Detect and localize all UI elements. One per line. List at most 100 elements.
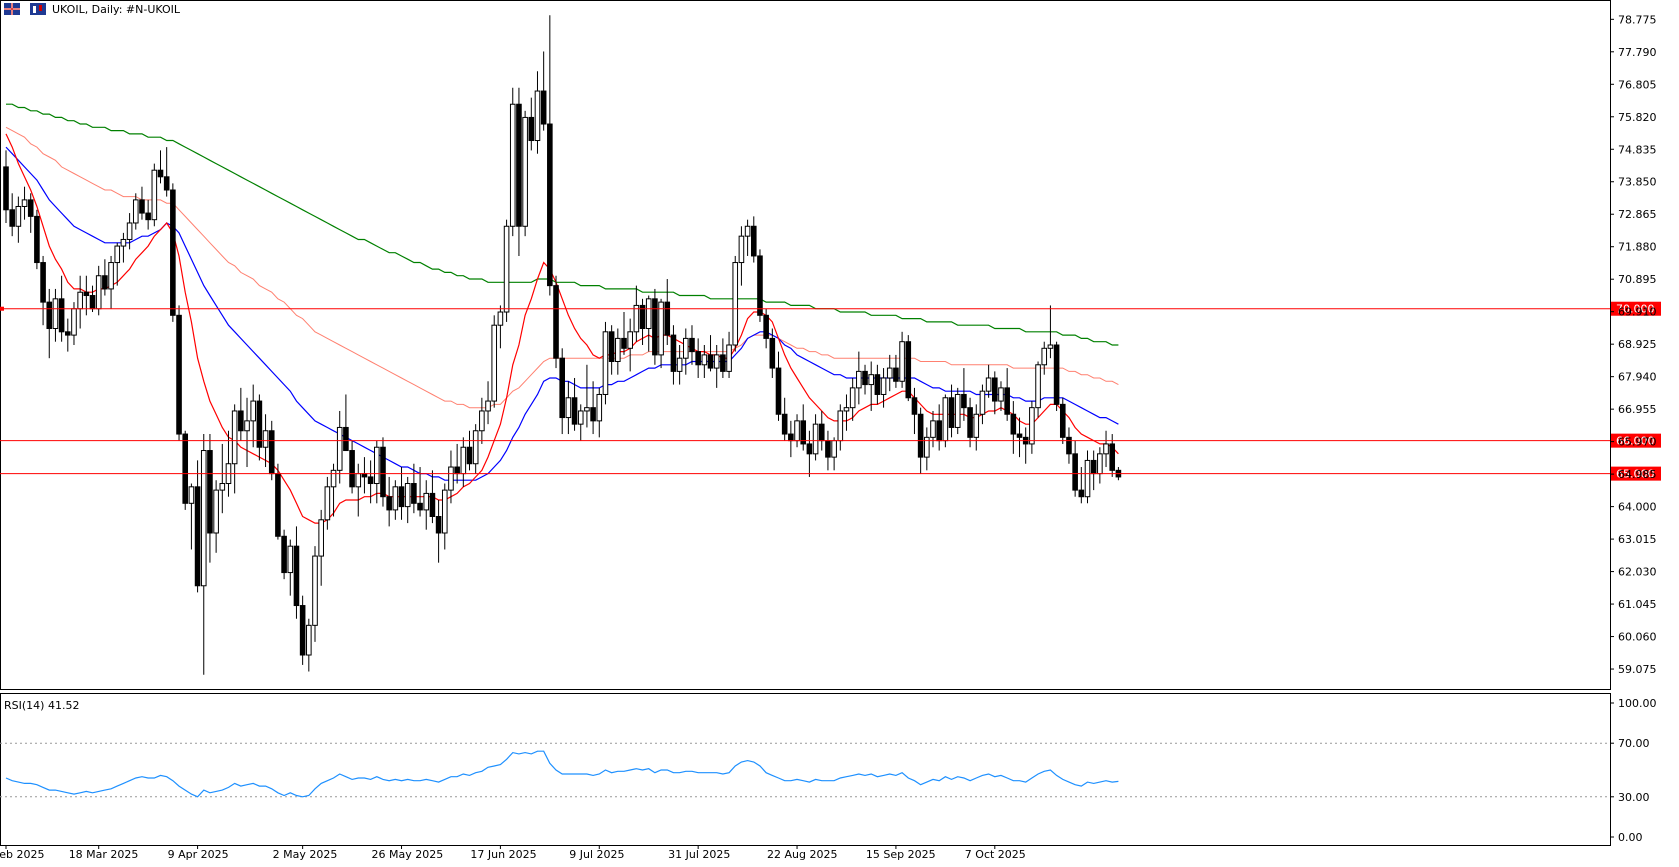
candle-body-up — [485, 400, 491, 412]
chart-type-icon[interactable] — [30, 3, 46, 15]
candle-body-down — [1010, 413, 1017, 435]
x-tick-label: 9 Apr 2025 — [168, 848, 229, 861]
candle-body-down — [417, 502, 423, 511]
candle-body-up — [899, 341, 905, 382]
candle-body-down — [553, 285, 559, 359]
candle-body-down — [936, 420, 942, 442]
candle-body-up — [392, 486, 399, 511]
candle — [268, 420, 275, 481]
candle-body-down — [299, 605, 306, 656]
candle — [194, 460, 201, 593]
price-tick-label: 74.835 — [1618, 143, 1657, 156]
candle — [788, 420, 794, 458]
candle — [503, 219, 510, 322]
price-tick-label: 68.925 — [1618, 338, 1657, 351]
candle-body-down — [163, 176, 170, 191]
candle-body-up — [744, 225, 751, 237]
candle — [670, 325, 677, 385]
candle — [349, 440, 355, 494]
candle-body-up — [52, 298, 59, 330]
candle — [479, 397, 485, 444]
x-tick-label: 7 Oct 2025 — [965, 848, 1026, 861]
candle — [893, 354, 899, 388]
candle-body-down — [689, 337, 695, 353]
candle-body-down — [27, 199, 34, 217]
candle-body-down — [256, 400, 263, 448]
candle — [874, 364, 881, 405]
candle-body-down — [917, 413, 924, 458]
candle — [330, 463, 337, 517]
candle — [639, 298, 646, 345]
candle — [497, 305, 504, 349]
candle-body-down — [281, 535, 287, 574]
candle-body-down — [3, 166, 9, 211]
candle-body-down — [992, 377, 998, 402]
candle-body-up — [633, 304, 640, 333]
candle-body-down — [788, 433, 794, 442]
candle — [726, 331, 732, 378]
rsi-line — [5, 750, 1119, 798]
candle-body-down — [9, 209, 15, 227]
candle — [132, 193, 139, 230]
candle-body-up — [577, 410, 584, 425]
candle-body-up — [924, 436, 930, 458]
candle — [954, 387, 961, 435]
candle — [213, 480, 219, 553]
level-tag-label: 65.000 — [1616, 468, 1655, 481]
candle-body-down — [1072, 453, 1078, 491]
main-panel[interactable] — [0, 0, 1611, 690]
candle-body-up — [330, 469, 337, 488]
candle-body-up — [831, 440, 837, 458]
price-tick-label: 61.045 — [1618, 598, 1657, 611]
candle-body-down — [89, 295, 96, 310]
candle — [324, 476, 331, 530]
candle-body-up — [95, 275, 102, 310]
candle — [108, 255, 114, 309]
candle — [40, 255, 46, 326]
candle-body-up — [491, 324, 498, 402]
candle-body-down — [238, 410, 244, 432]
candle — [584, 364, 590, 428]
candle — [219, 443, 226, 514]
candle-body-up — [200, 450, 207, 587]
candle-body-up — [423, 492, 430, 511]
candle-body-up — [324, 486, 331, 521]
candle-body-down — [590, 407, 596, 422]
candle — [707, 335, 714, 372]
candle — [34, 209, 40, 270]
candle — [886, 354, 893, 392]
candle — [361, 457, 368, 494]
candle-body-up — [497, 311, 504, 326]
candle — [238, 387, 244, 441]
candle-body-down — [367, 476, 374, 485]
x-tick-label: 18 Mar 2025 — [69, 848, 139, 861]
candle — [695, 338, 701, 378]
candle-body-down — [670, 334, 677, 372]
candle-body-up — [1084, 459, 1091, 498]
candle — [170, 183, 176, 322]
candle — [392, 480, 399, 520]
candle — [837, 404, 844, 451]
candle-body-up — [849, 387, 856, 409]
candle — [806, 430, 813, 477]
candle — [608, 325, 615, 375]
candle-body-up — [126, 222, 133, 240]
candle-body-down — [547, 123, 553, 287]
candle — [1078, 467, 1085, 504]
candle — [460, 437, 467, 487]
price-tick-label: 64.985 — [1618, 468, 1657, 481]
price-tick-label: 69.910 — [1618, 306, 1657, 319]
candle-body-up — [998, 387, 1004, 402]
candle-body-up — [441, 489, 448, 534]
header: UKOIL, Daily: #N-UKOIL — [4, 3, 181, 16]
candle-body-up — [213, 489, 219, 534]
candle-body-up — [676, 357, 683, 372]
candle-body-up — [219, 483, 226, 491]
candle-body-up — [985, 377, 992, 392]
candle-body-down — [905, 341, 912, 399]
candle — [386, 476, 392, 527]
candle-body-down — [1004, 387, 1010, 415]
rsi-panel[interactable] — [0, 693, 1611, 846]
candle — [287, 539, 294, 596]
